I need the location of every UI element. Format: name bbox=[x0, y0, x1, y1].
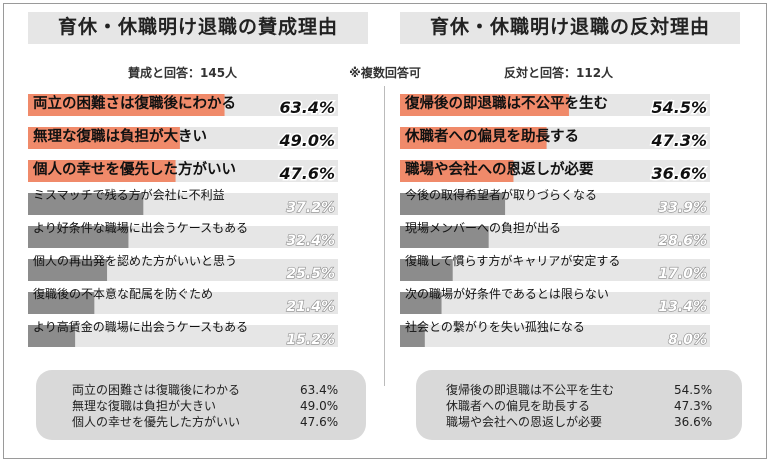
summary-label: 無理な復職は負担が大きい bbox=[72, 399, 217, 413]
summary-label: 個人の幸せを優先した方がいい bbox=[72, 415, 241, 429]
category-label: 休職者への偏見を助長する bbox=[404, 127, 579, 145]
panel-support: 育休・休職明け退職の賛成理由 賛成と回答：145人 両立の困難さは復職後にわかる… bbox=[28, 0, 368, 456]
category-label: 個人の再出発を認めた方がいいと思う bbox=[33, 253, 237, 268]
bar-track bbox=[400, 325, 710, 347]
chart-title-oppose: 育休・休職明け退職の反対理由 bbox=[400, 12, 740, 44]
data-label: 25.5% bbox=[286, 266, 335, 282]
summary-row: 復帰後の即退職は不公平を生む 54.5% bbox=[446, 382, 742, 398]
data-label: 63.4% bbox=[279, 98, 335, 117]
panel-divider bbox=[384, 86, 385, 386]
summary-value: 47.3% bbox=[674, 399, 713, 413]
respondent-count-oppose: 反対と回答：112人 bbox=[504, 66, 614, 80]
summary-label: 復帰後の即退職は不公平を生む bbox=[446, 383, 615, 397]
summary-label: 両立の困難さは復職後にわかる bbox=[72, 383, 241, 397]
data-label: 17.0% bbox=[658, 266, 707, 282]
data-label: 47.6% bbox=[278, 164, 335, 183]
data-label: 13.4% bbox=[658, 299, 707, 315]
chart-title-support: 育休・休職明け退職の賛成理由 bbox=[28, 12, 368, 44]
bar bbox=[400, 226, 489, 248]
data-label: 21.4% bbox=[286, 299, 335, 315]
summary-value: 49.0% bbox=[300, 399, 339, 413]
summary-value: 47.6% bbox=[300, 415, 339, 429]
category-label: 個人の幸せを優先した方がいい bbox=[32, 160, 236, 178]
figure-frame bbox=[3, 3, 767, 459]
bar bbox=[28, 325, 76, 347]
data-label: 28.6% bbox=[658, 233, 707, 249]
category-label: ミスマッチで残る方が会社に不利益 bbox=[33, 187, 225, 202]
bar bbox=[400, 94, 569, 116]
data-label: 33.9% bbox=[658, 200, 707, 216]
bar bbox=[28, 226, 129, 248]
category-label: 次の職場が好条件であるとは限らない bbox=[405, 286, 609, 301]
bar bbox=[28, 193, 144, 215]
bar-chart-support: 両立の困難さは復職後にわかる 63.4% 無理な復職は負担が大きい 49.0% 個人の幸… bbox=[28, 94, 338, 349]
bar-track bbox=[28, 325, 338, 347]
summary-row: 休職者への偏見を助長する 47.3% bbox=[446, 398, 742, 414]
category-label: 復帰後の即退職は不公平を生む bbox=[404, 94, 608, 112]
category-label: 復職後の不本意な配属を防ぐため bbox=[33, 286, 213, 301]
data-label: 8.0% bbox=[668, 332, 707, 348]
summary-box-oppose: 復帰後の即退職は不公平を生む 54.5% 休職者への偏見を助長する 47.3% 職場… bbox=[416, 370, 742, 440]
summary-label: 休職者への偏見を助長する bbox=[446, 399, 591, 413]
data-label: 37.2% bbox=[286, 200, 335, 216]
bar bbox=[400, 127, 547, 149]
category-label: 社会との繋がりを失い孤独になる bbox=[405, 319, 585, 334]
data-label: 54.5% bbox=[651, 98, 707, 117]
bar bbox=[28, 160, 176, 182]
summary-value: 54.5% bbox=[674, 383, 713, 397]
summary-row: 職場や会社への恩返しが必要 36.6% bbox=[446, 414, 742, 430]
category-label: 今後の取得希望者が取りづらくなる bbox=[405, 187, 597, 202]
bar bbox=[400, 160, 514, 182]
summary-box-support: 両立の困難さは復職後にわかる 63.4% 無理な復職は負担が大きい 49.0% 個人… bbox=[36, 370, 366, 440]
bar bbox=[400, 325, 425, 347]
category-label: より好条件な職場に出会うケースもある bbox=[33, 221, 248, 235]
bar-track bbox=[400, 259, 710, 281]
summary-value: 63.4% bbox=[300, 383, 339, 397]
bar bbox=[28, 259, 108, 281]
data-label: 15.2% bbox=[286, 332, 335, 348]
data-label: 47.3% bbox=[650, 131, 707, 150]
category-label: 復職して慣らす方がキャリアが安定する bbox=[405, 253, 620, 268]
summary-row: 両立の困難さは復職後にわかる 63.4% bbox=[72, 382, 366, 398]
data-label: 32.4% bbox=[286, 233, 335, 249]
summary-row: 個人の幸せを優先した方がいい 47.6% bbox=[72, 414, 366, 430]
category-label: 現場メンバーへの負担が出る bbox=[405, 220, 561, 235]
bar bbox=[400, 193, 506, 215]
category-label: 両立の困難さは復職後にわかる bbox=[33, 94, 236, 112]
bar-track bbox=[400, 292, 710, 314]
respondent-count-support: 賛成と回答：145人 bbox=[128, 66, 238, 80]
summary-row: 無理な復職は負担が大きい 49.0% bbox=[72, 398, 366, 414]
bar bbox=[400, 292, 442, 314]
bar bbox=[400, 259, 453, 281]
summary-value: 36.6% bbox=[674, 415, 713, 429]
category-label: より高賃金の職場に出会うケースもある bbox=[33, 319, 248, 334]
bar-track bbox=[28, 292, 338, 314]
bar bbox=[28, 292, 95, 314]
summary-label: 職場や会社への恩返しが必要 bbox=[446, 415, 603, 429]
panel-oppose: 育休・休職明け退職の反対理由 反対と回答：112人 復帰後の即退職は不公平を生む… bbox=[400, 0, 742, 456]
multiple-answers-note: ※複数回答可 bbox=[349, 66, 421, 80]
bar bbox=[28, 127, 180, 149]
bar bbox=[28, 94, 225, 116]
category-label: 職場や会社への恩返しが必要 bbox=[405, 160, 594, 178]
data-label: 49.0% bbox=[278, 131, 335, 150]
bar-chart-oppose: 復帰後の即退職は不公平を生む 54.5% 休職者への偏見を助長する 47.3% 職場や会… bbox=[400, 94, 710, 349]
category-label: 無理な復職は負担が大きい bbox=[33, 127, 207, 145]
data-label: 36.6% bbox=[651, 164, 707, 183]
